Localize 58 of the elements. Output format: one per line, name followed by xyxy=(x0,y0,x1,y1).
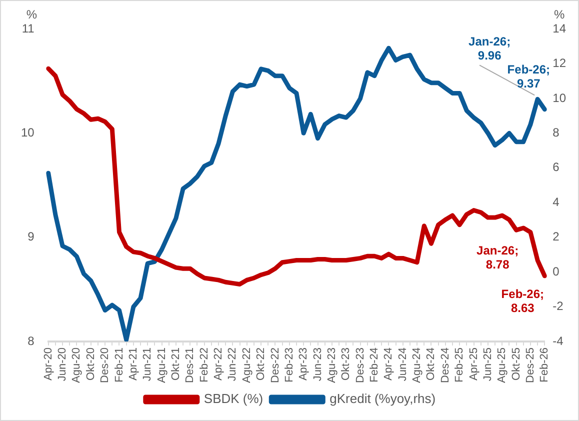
y2-tick-label: 8 xyxy=(552,125,560,140)
x-tick-label: Agu-23 xyxy=(326,348,338,384)
x-tick-label: Des-21 xyxy=(184,348,196,383)
x-tick-label: Okt-25 xyxy=(510,348,522,381)
x-tick-label: Apr-23 xyxy=(298,348,310,381)
data-label: Feb-26; 9.37 xyxy=(507,62,550,91)
y2-tick-label: -2 xyxy=(552,299,564,314)
x-tick-label: Agu-24 xyxy=(411,348,424,384)
y2-tick-label: 14 xyxy=(552,21,566,36)
x-tick-label: Jun-20 xyxy=(56,348,69,382)
y2-tick-label: -4 xyxy=(552,334,564,348)
legend-label: gKredit (%yoy,rhs) xyxy=(330,391,436,406)
x-tick-label: Feb-22 xyxy=(198,348,210,382)
x-tick-label: Jun-22 xyxy=(226,348,239,382)
y-tick-label: 9 xyxy=(28,230,35,244)
x-tick-label: Des-20 xyxy=(99,348,112,383)
y-tick-label: 8 xyxy=(28,334,35,348)
x-tick-label: Okt-20 xyxy=(84,348,97,381)
x-tick-label: Feb-24 xyxy=(368,348,381,382)
x-tick-label: Apr-22 xyxy=(212,348,225,381)
x-tick-label: Jun-21 xyxy=(142,348,154,382)
data-label: Jan-26; 9.96 xyxy=(468,34,511,62)
x-tick-label: Feb-21 xyxy=(113,348,126,382)
y2-tick-label: 6 xyxy=(552,160,560,174)
data-label: Jan-26; 8.78 xyxy=(476,244,519,272)
y2-tick-label: 10 xyxy=(552,90,566,105)
x-tick-label: Okt-23 xyxy=(340,348,352,381)
x-tick-label: Okt-21 xyxy=(170,348,182,381)
x-tick-label: Jun-24 xyxy=(396,348,409,382)
x-tick-label: Okt-22 xyxy=(255,348,268,381)
y2-tick-label: 12 xyxy=(552,56,566,70)
x-tick-label: Apr-25 xyxy=(468,348,480,381)
x-tick-label: Jun-25 xyxy=(482,348,494,382)
x-tick-label: Okt-24 xyxy=(425,348,438,381)
legend-label: SBDK (%) xyxy=(204,391,264,406)
x-tick-label: Jun-23 xyxy=(312,348,324,382)
x-tick-label: Feb-23 xyxy=(283,348,296,382)
x-tick-label: Agu-21 xyxy=(156,348,168,384)
x-tick-label: Feb-25 xyxy=(454,348,466,382)
x-tick-label: Agu-22 xyxy=(240,348,253,384)
x-tick-label: Agu-20 xyxy=(70,348,83,384)
x-tick-label: Des-22 xyxy=(269,348,282,383)
x-tick-label: Agu-25 xyxy=(496,348,508,384)
y-axis-title: % xyxy=(26,7,38,22)
x-tick-label: Des-23 xyxy=(354,348,366,383)
y2-axis-title: % xyxy=(554,7,565,22)
x-tick-label: Apr-20 xyxy=(42,348,54,381)
data-label: Feb-26; 8.63 xyxy=(501,287,544,316)
x-tick-label: Apr-24 xyxy=(382,348,395,381)
x-tick-label: Apr-21 xyxy=(127,348,140,381)
y-tick-label: 10 xyxy=(20,125,35,140)
x-tick-label: Des-24 xyxy=(439,348,452,383)
y2-tick-label: 2 xyxy=(552,230,560,244)
x-tick-label: Feb-26 xyxy=(538,348,551,382)
y2-tick-label: 4 xyxy=(552,194,560,209)
y-tick-label: 11 xyxy=(22,21,35,36)
y2-tick-label: 0 xyxy=(552,264,560,278)
x-tick-label: Des-25 xyxy=(524,348,537,383)
